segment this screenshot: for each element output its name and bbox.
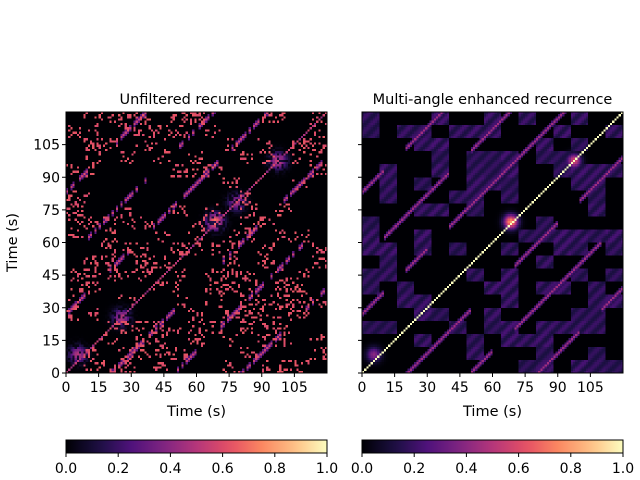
left-heatmap-panel: Unfiltered recurrence 0 15 30 45 60 75 90 105 0 15… xyxy=(5,92,328,420)
left-colorbar: 0.0 0.2 0.4 0.6 0.8 1.0 xyxy=(55,439,338,477)
x-tick-label: 105 xyxy=(577,380,604,396)
x-axis-label: Time (s) xyxy=(462,404,522,420)
y-tick-label: 105 xyxy=(33,138,60,154)
x-tick-label: 105 xyxy=(281,380,308,396)
colorbar-tick-label: 0.0 xyxy=(351,461,373,477)
colorbar-gradient xyxy=(65,439,328,454)
x-tick-label: 75 xyxy=(220,380,238,396)
x-tick-label: 90 xyxy=(253,380,271,396)
colorbar-tick-label: 0.2 xyxy=(403,461,425,477)
y-tick-label: 75 xyxy=(42,203,60,219)
colorbar-tick-label: 0.2 xyxy=(107,461,129,477)
colorbar-tick-label: 0.6 xyxy=(507,461,529,477)
right-colorbar: 0.0 0.2 0.4 0.6 0.8 1.0 xyxy=(351,439,634,477)
x-tick-label: 60 xyxy=(484,380,502,396)
x-tick-label: 15 xyxy=(90,380,108,396)
colorbar-tick-label: 0.4 xyxy=(455,461,477,477)
y-tick-label: 15 xyxy=(42,333,60,349)
colorbar-tick-label: 0.8 xyxy=(264,461,286,477)
y-tick-label: 60 xyxy=(42,236,60,252)
x-tick-label: 30 xyxy=(122,380,140,396)
colorbar-tick-label: 0.4 xyxy=(159,461,181,477)
x-tick-label: 45 xyxy=(155,380,173,396)
x-tick-label: 15 xyxy=(386,380,404,396)
x-tick-label: 0 xyxy=(62,380,71,396)
y-tick-label: 30 xyxy=(42,301,60,317)
colorbar-tick-label: 1.0 xyxy=(316,461,338,477)
colorbar-tick-label: 0.6 xyxy=(211,461,233,477)
x-tick-label: 30 xyxy=(418,380,436,396)
x-tick-label: 0 xyxy=(358,380,367,396)
heatmap-image xyxy=(66,112,327,373)
y-axis-label: Time (s) xyxy=(5,213,21,273)
right-heatmap-panel: Multi-angle enhanced recurrence 0 15 30 45 60… xyxy=(358,92,624,420)
x-tick-label: 75 xyxy=(516,380,534,396)
x-tick-label: 90 xyxy=(549,380,567,396)
colorbar-tick-label: 0.0 xyxy=(55,461,77,477)
chart-title: Unfiltered recurrence xyxy=(119,92,273,108)
colorbar-tick-label: 1.0 xyxy=(612,461,634,477)
y-tick-label: 90 xyxy=(42,170,60,186)
heatmap-image xyxy=(362,112,623,373)
y-tick-label: 45 xyxy=(42,268,60,284)
colorbar-tick-label: 0.8 xyxy=(560,461,582,477)
x-tick-label: 60 xyxy=(188,380,206,396)
colorbar-gradient xyxy=(361,439,624,454)
chart-title: Multi-angle enhanced recurrence xyxy=(373,92,613,108)
x-axis-label: Time (s) xyxy=(166,404,226,420)
x-tick-label: 45 xyxy=(451,380,469,396)
y-tick-label: 0 xyxy=(51,366,60,382)
